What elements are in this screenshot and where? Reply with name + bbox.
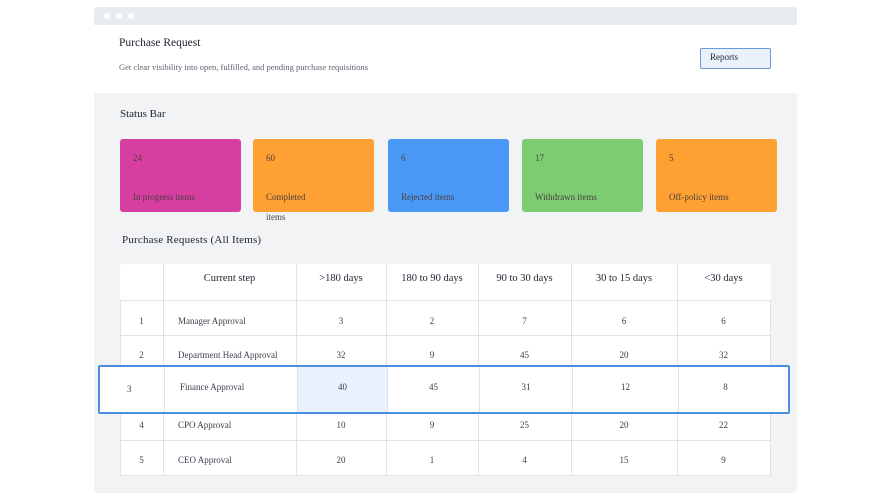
status-card-off-policy[interactable]: 5 Off-policy items <box>656 139 777 212</box>
table-divider <box>677 264 678 301</box>
table-divider <box>572 367 573 412</box>
table-divider <box>120 335 771 336</box>
table-cell[interactable]: 8 <box>723 382 728 392</box>
status-card-label: Off-policy items <box>669 192 729 202</box>
table-cell[interactable]: 6 <box>621 316 627 326</box>
window-minimize-dot[interactable] <box>116 13 122 19</box>
table-cell[interactable]: 20 <box>619 420 629 430</box>
table-cell[interactable]: 31 <box>521 382 531 392</box>
table-cell[interactable]: 12 <box>621 382 630 392</box>
row-number: 3 <box>127 384 132 394</box>
table-cell[interactable]: 9 <box>721 455 726 465</box>
page-subtitle: Get clear visibility into open, fulfille… <box>119 62 369 72</box>
table-cell[interactable]: 2 <box>429 316 435 326</box>
status-card-count: 6 <box>401 153 406 163</box>
row-number: 2 <box>139 350 144 360</box>
selected-cell-highlight <box>298 367 388 412</box>
row-number: 4 <box>139 420 144 430</box>
header-panel: Purchase Request Get clear visibility in… <box>94 25 797 93</box>
row-step: Manager Approval <box>178 316 246 326</box>
row-step: CPO Approval <box>178 420 232 430</box>
row-number: 1 <box>139 316 144 326</box>
table-cell[interactable]: 32 <box>336 350 346 360</box>
window-close-dot[interactable] <box>104 13 110 19</box>
table-divider <box>120 475 771 476</box>
app-window: Purchase Request Get clear visibility in… <box>94 7 797 493</box>
table-divider <box>296 264 297 301</box>
column-header-under-30[interactable]: <30 days <box>704 273 743 284</box>
row-step: CEO Approval <box>178 455 232 465</box>
reports-button[interactable]: Reports <box>700 48 771 69</box>
table-divider <box>164 367 165 412</box>
table-divider <box>571 264 572 301</box>
table-divider <box>120 440 771 441</box>
table-divider <box>387 367 388 412</box>
status-card-label: In progress items <box>133 192 195 202</box>
table-cell[interactable]: 1 <box>429 455 435 465</box>
table-cell[interactable]: 10 <box>336 420 346 430</box>
table-divider <box>163 264 164 301</box>
status-bar-title: Status Bar <box>120 108 166 120</box>
table-cell[interactable]: 25 <box>520 420 529 430</box>
column-header-over-180[interactable]: >180 days <box>319 273 363 284</box>
table-cell[interactable]: 3 <box>338 316 344 326</box>
table-divider <box>678 367 679 412</box>
row-step: Finance Approval <box>180 382 245 392</box>
table-cell[interactable]: 20 <box>336 455 346 465</box>
table-cell[interactable]: 6 <box>721 316 726 326</box>
page-title: Purchase Request <box>119 37 201 49</box>
table-title: Purchase Requests (All Items) <box>122 234 262 246</box>
window-maximize-dot[interactable] <box>128 13 134 19</box>
table-cell[interactable]: 32 <box>719 350 728 360</box>
status-card-rejected[interactable]: 6 Rejected items <box>388 139 509 212</box>
table-divider <box>478 264 479 301</box>
status-card-count: 5 <box>669 153 674 163</box>
status-card-label: Rejected items <box>401 192 455 202</box>
status-card-label: Completed items <box>266 192 306 222</box>
column-header-90-30[interactable]: 90 to 30 days <box>496 273 553 284</box>
table-cell[interactable]: 9 <box>429 350 435 360</box>
table-cell[interactable]: 20 <box>619 350 629 360</box>
column-header-30-15[interactable]: 30 to 15 days <box>595 273 653 284</box>
status-card-completed[interactable]: 60 Completed items <box>253 139 374 222</box>
table-cell[interactable]: 15 <box>619 455 629 465</box>
row-number: 5 <box>139 455 144 465</box>
row-step: Department Head Approval <box>178 350 278 360</box>
status-card-in-progress[interactable]: 24 In progress items <box>120 139 241 212</box>
window-titlebar <box>94 7 797 25</box>
table-divider <box>297 367 298 412</box>
table-cell[interactable]: 7 <box>522 316 527 326</box>
status-card-count: 24 <box>133 153 142 163</box>
table-divider <box>386 264 387 301</box>
table-cell[interactable]: 45 <box>429 382 438 392</box>
column-header-current-step[interactable]: Current step <box>203 273 256 284</box>
status-card-count: 60 <box>266 153 275 163</box>
selected-table-row[interactable]: 3 Finance Approval 40 45 31 12 8 <box>98 365 790 414</box>
table-cell[interactable]: 22 <box>719 420 728 430</box>
table-cell[interactable]: 45 <box>520 350 529 360</box>
column-header-180-90[interactable]: 180 to 90 days <box>401 273 463 284</box>
status-card-withdrawn[interactable]: 17 Withdrawn items <box>522 139 643 212</box>
table-cell[interactable]: 4 <box>522 455 527 465</box>
status-card-label: Withdrawn items <box>535 192 597 202</box>
table-divider <box>120 300 771 301</box>
status-card-count: 17 <box>535 153 544 163</box>
table-divider <box>479 367 480 412</box>
table-cell[interactable]: 9 <box>429 420 435 430</box>
table-cell-selected[interactable]: 40 <box>338 382 347 392</box>
